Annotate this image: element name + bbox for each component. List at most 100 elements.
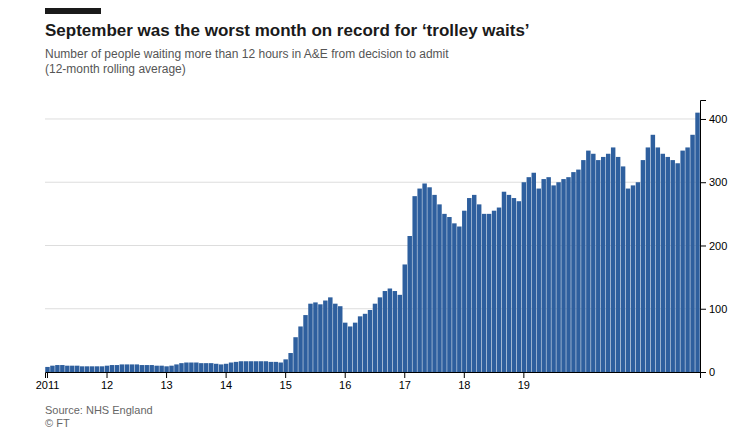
bar xyxy=(452,223,456,372)
x-tick-label: 17 xyxy=(399,379,411,391)
bar xyxy=(135,364,139,372)
y-axis-line xyxy=(701,101,707,373)
bar xyxy=(417,189,421,372)
x-tick-mark xyxy=(285,372,286,378)
bar xyxy=(611,147,615,372)
bar xyxy=(55,365,59,372)
x-tick-mark xyxy=(166,372,167,378)
bar xyxy=(631,185,635,372)
bar xyxy=(502,192,506,372)
bar xyxy=(675,163,679,372)
bar xyxy=(566,177,570,372)
x-tick: 14 xyxy=(220,372,232,391)
bar xyxy=(606,154,610,372)
bar xyxy=(427,187,431,372)
bar xyxy=(110,365,114,372)
bar xyxy=(437,204,441,372)
bar xyxy=(115,365,119,372)
bar xyxy=(318,304,322,372)
bar xyxy=(626,189,630,372)
x-tick: 16 xyxy=(339,372,351,391)
bar xyxy=(199,363,203,372)
bar xyxy=(497,208,501,372)
bar xyxy=(412,196,416,372)
x-tick-mark xyxy=(226,372,227,378)
bar xyxy=(269,362,273,372)
y-tick-label: 200 xyxy=(709,240,727,252)
bar xyxy=(214,364,218,372)
bar xyxy=(641,160,645,372)
bar xyxy=(239,361,243,372)
bar xyxy=(328,297,332,372)
bar xyxy=(670,160,674,372)
bar xyxy=(85,366,89,372)
bar xyxy=(149,365,153,372)
bar xyxy=(209,363,213,372)
bar xyxy=(45,367,49,372)
bar xyxy=(596,160,600,372)
bar xyxy=(154,366,158,372)
bar xyxy=(234,362,238,372)
y-tick-mark xyxy=(700,245,706,246)
bar xyxy=(477,204,481,372)
bar xyxy=(333,304,337,372)
bar xyxy=(130,364,134,372)
bar xyxy=(323,301,327,372)
bar xyxy=(442,214,446,372)
bar xyxy=(125,364,129,372)
x-tick-mark xyxy=(464,372,465,378)
bar xyxy=(517,201,521,372)
bar xyxy=(571,172,575,372)
bar xyxy=(561,179,565,372)
subtitle-line: (12-month rolling average) xyxy=(45,62,186,76)
x-tick-label: 18 xyxy=(458,379,470,391)
y-tick-label: 300 xyxy=(709,176,727,188)
bar xyxy=(60,365,64,372)
bar xyxy=(298,326,302,372)
chart: September was the worst month on record … xyxy=(0,0,750,436)
bar xyxy=(80,366,84,372)
x-tick: 15 xyxy=(280,372,292,391)
bar xyxy=(254,361,258,372)
bar xyxy=(487,214,491,372)
bar xyxy=(383,291,387,372)
bar xyxy=(278,363,282,372)
bar xyxy=(636,182,640,372)
x-tick: 18 xyxy=(458,372,470,391)
bar xyxy=(303,315,307,372)
bar xyxy=(169,366,173,372)
bar xyxy=(144,365,148,372)
y-tick: 100 xyxy=(700,303,727,315)
bar xyxy=(457,227,461,372)
bar xyxy=(308,304,312,372)
bar xyxy=(591,154,595,372)
y-tick-mark xyxy=(700,119,706,120)
bar xyxy=(229,363,233,372)
bar xyxy=(651,135,655,372)
bar xyxy=(194,363,198,372)
bar xyxy=(646,147,650,372)
bar xyxy=(407,236,411,372)
y-tick-label: 100 xyxy=(709,303,727,315)
x-tick-mark xyxy=(404,372,405,378)
x-tick-mark xyxy=(47,372,48,378)
bar xyxy=(75,366,79,372)
bar xyxy=(219,364,223,372)
bar xyxy=(621,166,625,372)
source-line: © FT xyxy=(45,417,70,429)
x-tick-label: 12 xyxy=(101,379,113,391)
bar xyxy=(249,361,253,372)
x-tick: 12 xyxy=(101,372,113,391)
bar xyxy=(551,185,555,372)
bar xyxy=(120,364,124,372)
bar xyxy=(140,365,144,372)
bar xyxy=(541,179,545,372)
x-tick-label: 2011 xyxy=(36,379,60,391)
bar xyxy=(601,157,605,372)
bar xyxy=(100,366,104,372)
bar xyxy=(398,295,402,372)
bar xyxy=(532,173,536,372)
bar xyxy=(695,113,699,372)
bar xyxy=(274,362,278,372)
source: Source: NHS England© FT xyxy=(45,404,153,429)
